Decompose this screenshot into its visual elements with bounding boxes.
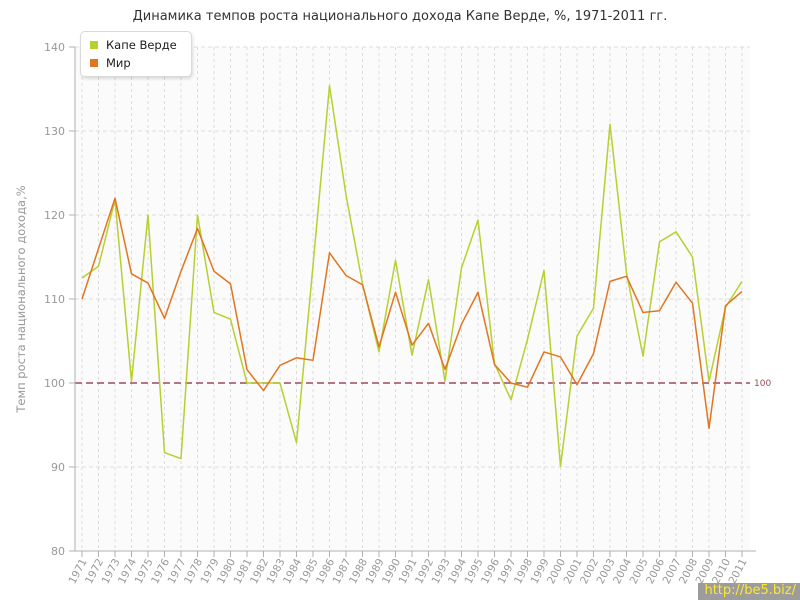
- watermark-link[interactable]: http://be5.biz/: [698, 583, 800, 600]
- series-line-mir: [81, 197, 743, 430]
- legend-item-kape-verde[interactable]: Капе Верде: [90, 38, 177, 52]
- svg-text:80: 80: [51, 545, 65, 558]
- reference-line-label: 100: [754, 379, 771, 389]
- legend-label-kape-verde: Капе Верде: [106, 38, 177, 52]
- legend: Капе Верде Мир: [80, 31, 192, 77]
- legend-swatch-mir: [90, 59, 98, 67]
- svg-text:100: 100: [44, 377, 65, 390]
- svg-text:140: 140: [44, 41, 65, 54]
- legend-label-mir: Мир: [106, 56, 131, 70]
- chart-title: Динамика темпов роста национального дохо…: [132, 9, 668, 24]
- svg-text:130: 130: [44, 125, 65, 138]
- series-line-kape-verde: [81, 84, 743, 467]
- axis-ticks: [69, 46, 743, 557]
- x-axis-tick-labels: 1971197219731974197519761977197819791980…: [67, 557, 750, 587]
- y-axis-title: Темп роста национального дохода,%: [14, 185, 28, 413]
- legend-item-mir[interactable]: Мир: [90, 56, 177, 70]
- svg-text:120: 120: [44, 209, 65, 222]
- svg-text:110: 110: [44, 293, 65, 306]
- y-axis-tick-labels: 80 90 100 110 120 130 140: [44, 41, 65, 558]
- legend-swatch-kape-verde: [90, 41, 98, 49]
- svg-text:90: 90: [51, 461, 65, 474]
